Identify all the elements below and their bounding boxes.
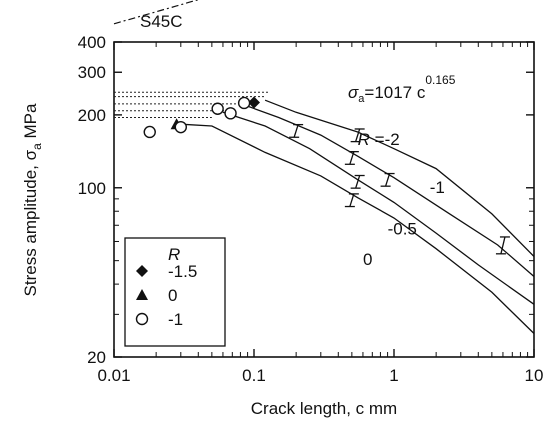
y-tick-label: 100	[78, 179, 106, 198]
x-tick-label: 0.1	[242, 366, 266, 385]
legend-marker-circle	[137, 314, 148, 325]
x-tick-label: 0.01	[97, 366, 130, 385]
y-tick-label: 300	[78, 63, 106, 82]
curve-label: R =-2	[358, 130, 400, 149]
equation-label: σa=1017 c0.165	[348, 73, 456, 105]
legend-label: -1	[168, 310, 183, 329]
y-tick-label: 400	[78, 33, 106, 52]
legend-label: -1.5	[168, 262, 197, 281]
curve-label: 0	[363, 250, 372, 269]
x-axis-title: Crack length, c mm	[251, 399, 397, 418]
x-tick-label: 10	[525, 366, 544, 385]
curve-labels: R =-2 -1 -0.5 0	[358, 130, 445, 269]
marker-circle	[144, 126, 155, 137]
data-markers	[144, 96, 260, 137]
error-bar	[381, 174, 395, 187]
marker-circle	[239, 97, 250, 108]
marker-circle	[225, 108, 236, 119]
curve-label: -0.5	[388, 220, 417, 239]
x-tick-label: 1	[389, 366, 398, 385]
marker-circle	[175, 122, 186, 133]
legend: R -1.50-1	[125, 238, 225, 346]
y-axis-title: Stress amplitude, σa MPa	[21, 103, 44, 296]
error-bar	[351, 176, 365, 189]
y-tick-label: 20	[87, 348, 106, 367]
legend-label: 0	[168, 286, 177, 305]
marker-circle	[212, 103, 223, 114]
error-bar	[345, 194, 359, 207]
curve-label: -1	[430, 178, 445, 197]
y-tick-label: 200	[78, 106, 106, 125]
